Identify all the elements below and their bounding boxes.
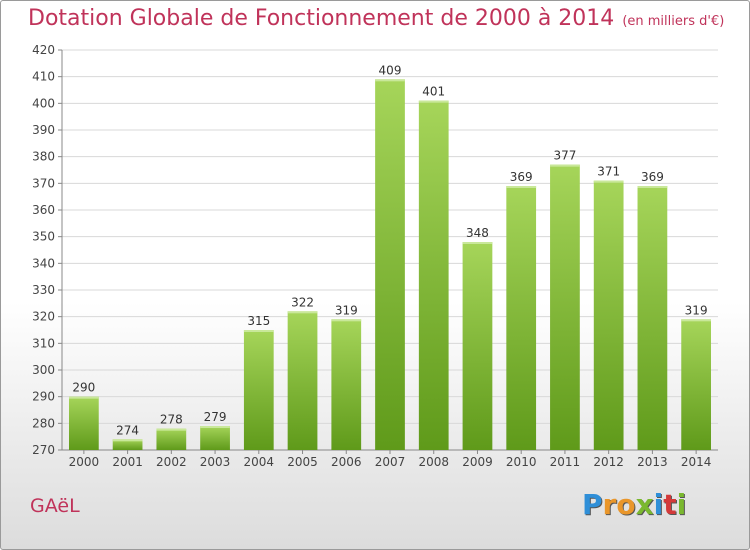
bar-highlight — [418, 100, 449, 103]
y-tick-label: 360 — [32, 203, 55, 217]
y-tick-label: 340 — [32, 256, 55, 270]
data-label-2005: 322 — [291, 295, 314, 309]
bar-2004 — [243, 330, 274, 450]
bar-highlight — [375, 79, 405, 82]
bar-2012 — [593, 180, 624, 450]
commune-name: GAëL — [30, 495, 80, 517]
y-tick-label: 320 — [32, 310, 55, 324]
data-label-2007: 409 — [379, 63, 402, 77]
data-label-2013: 369 — [641, 170, 664, 184]
bar-highlight — [68, 396, 99, 399]
bar-2008 — [418, 100, 449, 451]
bar-2014 — [681, 319, 712, 450]
y-tick-label: 280 — [32, 416, 55, 430]
x-tick-label-2008: 2008 — [418, 455, 449, 469]
data-label-2011: 377 — [553, 149, 576, 163]
bar-2007 — [375, 79, 405, 450]
data-label-2003: 279 — [204, 410, 227, 424]
bar-2009 — [462, 242, 493, 450]
data-label-2008: 401 — [422, 85, 445, 99]
x-tick-label-2011: 2011 — [550, 455, 581, 469]
y-tick-label: 300 — [32, 363, 55, 377]
chart-title: Dotation Globale de Fonctionnement de 20… — [28, 6, 724, 31]
data-label-2014: 319 — [685, 303, 708, 317]
x-tick-label-2005: 2005 — [287, 455, 318, 469]
x-tick-label-2003: 2003 — [200, 455, 231, 469]
bar-2001 — [112, 439, 143, 450]
y-tick-label: 290 — [32, 390, 55, 404]
bar-highlight — [550, 164, 580, 167]
bar-highlight — [156, 428, 187, 431]
y-tick-label: 370 — [32, 176, 55, 190]
data-label-2004: 315 — [247, 314, 270, 328]
bar-2005 — [287, 311, 318, 450]
chart-title-text: Dotation Globale de Fonctionnement de 20… — [28, 6, 615, 31]
bar-highlight — [331, 319, 362, 322]
bar-highlight — [593, 180, 624, 183]
bar-2013 — [637, 186, 668, 450]
y-tick-label: 400 — [32, 96, 55, 110]
bars-layer — [68, 79, 712, 451]
data-label-2012: 371 — [597, 165, 620, 179]
bar-2000 — [68, 396, 99, 450]
y-tick-label: 380 — [32, 150, 55, 164]
x-tick-label-2014: 2014 — [681, 455, 712, 469]
bar-2003 — [200, 426, 230, 450]
x-tick-label-2009: 2009 — [462, 455, 493, 469]
x-tick-label-2001: 2001 — [112, 455, 143, 469]
x-tick-label-2000: 2000 — [69, 455, 100, 469]
data-label-2002: 278 — [160, 413, 183, 427]
data-label-2006: 319 — [335, 303, 358, 317]
bar-2011 — [550, 164, 580, 450]
bar-highlight — [200, 426, 230, 428]
bar-highlight — [681, 319, 712, 322]
bar-highlight — [462, 242, 493, 244]
x-tick-label-2012: 2012 — [593, 455, 624, 469]
x-tick-label-2010: 2010 — [506, 455, 537, 469]
y-tick-label: 410 — [32, 70, 55, 84]
data-label-2001: 274 — [116, 423, 139, 437]
labels-layer: 270 280 290 300 310 320 330 340 350 360 370 380 390 4… — [32, 43, 711, 469]
data-label-2010: 369 — [510, 170, 533, 184]
y-tick-label: 270 — [32, 443, 55, 457]
bar-2006 — [331, 319, 362, 450]
bar-2010 — [506, 186, 537, 450]
x-tick-label-2013: 2013 — [637, 455, 668, 469]
x-tick-label-2006: 2006 — [331, 455, 362, 469]
bar-2002 — [156, 428, 187, 450]
y-tick-label: 420 — [32, 43, 55, 57]
y-tick-label: 310 — [32, 336, 55, 350]
y-tick-label: 350 — [32, 230, 55, 244]
bar-highlight — [506, 186, 537, 188]
y-tick-label: 390 — [32, 123, 55, 137]
x-tick-label-2007: 2007 — [375, 455, 406, 469]
chart-subtitle: (en milliers d'€) — [622, 14, 725, 29]
data-label-2000: 290 — [72, 381, 95, 395]
bar-highlight — [112, 439, 143, 442]
bar-highlight — [243, 330, 274, 332]
proxiti-logo: Proxiti — [582, 488, 687, 521]
x-tick-label-2004: 2004 — [244, 455, 275, 469]
bar-highlight — [287, 311, 318, 314]
x-tick-label-2002: 2002 — [156, 455, 187, 469]
data-label-2009: 348 — [466, 226, 489, 240]
y-tick-label: 330 — [32, 283, 55, 297]
bar-highlight — [637, 186, 668, 188]
